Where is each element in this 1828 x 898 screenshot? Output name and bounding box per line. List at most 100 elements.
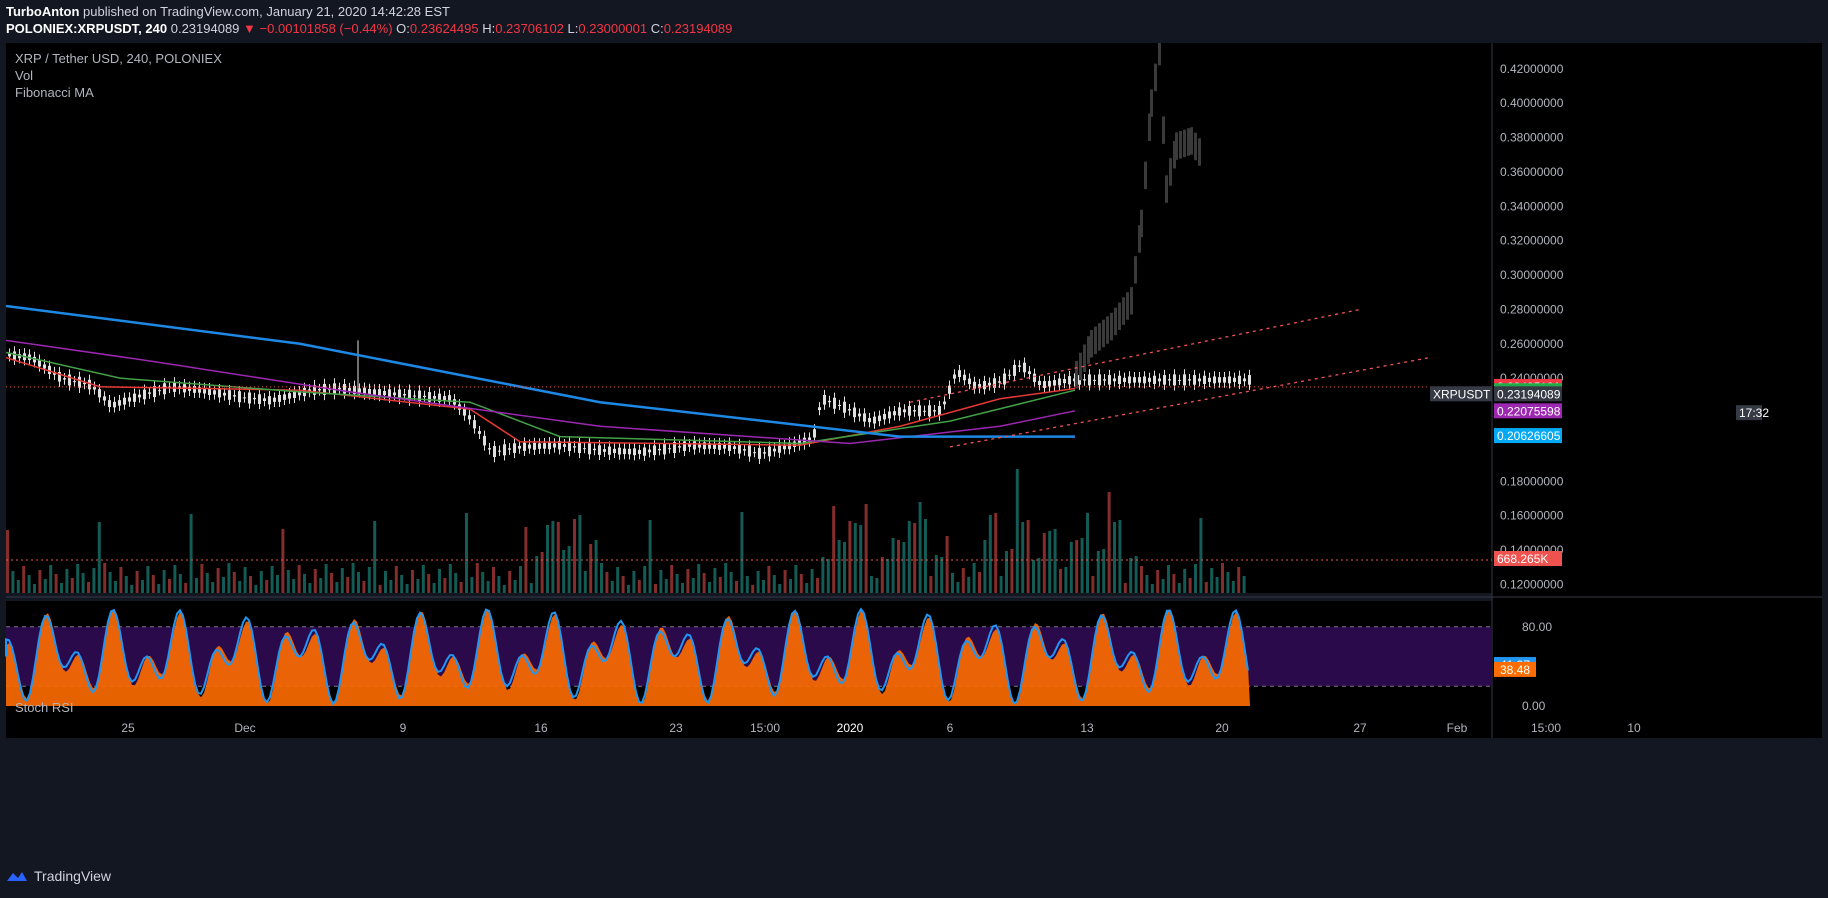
volume-bar (49, 565, 53, 593)
candle-body (1133, 377, 1136, 383)
price-tick-label: 0.34000000 (1500, 199, 1564, 213)
volume-bar (124, 576, 128, 593)
candle-body (1233, 377, 1236, 382)
volume-bar (940, 557, 944, 593)
candle-body (1043, 381, 1046, 388)
volume-bar (524, 527, 528, 593)
volume-bar (11, 571, 15, 593)
candle-body (463, 408, 466, 416)
candle-body (1018, 365, 1021, 367)
volume-bar (157, 584, 161, 593)
volume-bar (87, 582, 90, 593)
ma-blue-line (5, 304, 1075, 438)
candle-body (543, 443, 546, 449)
symbol-label[interactable]: POLONIEX:XRPUSDT, 240 (6, 21, 168, 36)
volume-bar (1167, 565, 1170, 593)
candle-body (523, 442, 526, 451)
price-tick-label: 0.40000000 (1500, 96, 1564, 110)
volume-bar (411, 570, 414, 593)
candle-body (1113, 378, 1116, 382)
volume-bar (1145, 575, 1149, 593)
candle-body (958, 370, 961, 378)
volume-bar (805, 583, 809, 593)
candle-body (1063, 379, 1066, 384)
candle-body (633, 448, 636, 456)
candle-body (1058, 378, 1061, 386)
volume-bar (821, 557, 825, 593)
volume-bar (357, 572, 360, 593)
volume-bar (448, 564, 452, 593)
price-tick-label: 0.42000000 (1500, 62, 1564, 76)
candle-body (228, 390, 231, 400)
volume-bar (1221, 563, 1224, 593)
time-tick-label: Feb (1447, 721, 1468, 735)
author-name[interactable]: TurboAnton (6, 4, 80, 19)
candle-body (1183, 374, 1186, 386)
volume-bar (686, 569, 690, 593)
volume-bar (1091, 576, 1095, 593)
candle-body (738, 443, 741, 454)
candle-body (1168, 379, 1171, 381)
candle-body (98, 389, 101, 398)
volume-bar (502, 585, 506, 593)
projection-candle (1130, 287, 1133, 315)
candle-body (1093, 379, 1096, 381)
candle-body (843, 401, 846, 413)
legend-vol[interactable]: Vol (15, 68, 34, 83)
volume-bar (1140, 566, 1143, 593)
candle-body (488, 448, 491, 450)
candle-body (473, 420, 476, 429)
volume-bar (1237, 567, 1241, 593)
projection-candle (1122, 297, 1125, 325)
candle-body (363, 387, 366, 395)
chart-canvas[interactable]: 0.42000000 0.40000000 0.38000000 0.36000000… (0, 43, 1828, 865)
candle-body (853, 407, 856, 418)
candle-body (823, 395, 826, 405)
volume-bar (556, 522, 560, 593)
candle-body (903, 409, 906, 413)
candle-body (1148, 377, 1151, 382)
time-tick-label: 16 (534, 721, 548, 735)
candle-body (1163, 375, 1166, 385)
candle-body (708, 443, 711, 449)
volume-bar (810, 569, 814, 593)
candle-body (1083, 379, 1086, 381)
volume-bar (880, 557, 884, 593)
price-tick-label: 0.32000000 (1500, 234, 1564, 248)
candle-body (498, 450, 501, 452)
volume-bar (637, 580, 641, 593)
projection-candle (1194, 132, 1197, 161)
candle-body (698, 443, 701, 448)
candle-body (923, 410, 926, 412)
candle-body (373, 389, 376, 395)
legend-stoch[interactable]: Stoch RSI (15, 700, 74, 715)
candle-body (873, 416, 876, 424)
candle-body (293, 391, 296, 399)
legend-title[interactable]: XRP / Tether USD, 240, POLONIEX (15, 51, 222, 66)
candle-body (733, 446, 736, 449)
price-tick-label: 0.16000000 (1500, 509, 1564, 523)
legend-ma[interactable]: Fibonacci MA (15, 85, 94, 100)
volume-bar (432, 583, 436, 593)
projection-candle (1094, 326, 1097, 355)
candle-body (778, 444, 781, 453)
volume-bar (983, 540, 987, 593)
candle-body (1198, 378, 1201, 382)
volume-bar (875, 578, 879, 593)
candle-body (8, 353, 11, 357)
volume-bar (265, 580, 269, 593)
candle-body (238, 391, 241, 403)
candle-body (108, 400, 111, 408)
time-tick-label: 20 (1215, 721, 1229, 735)
candle-body (1138, 377, 1141, 383)
volume-bar (670, 565, 674, 593)
projection-candle (1187, 128, 1190, 156)
candle-body (38, 359, 41, 367)
footer-brand[interactable]: TradingView (6, 868, 111, 884)
volume-bar (6, 530, 9, 593)
volume-bar (529, 583, 533, 593)
candle-body (913, 410, 916, 412)
volume-bar (1188, 578, 1192, 593)
volume-bar (427, 574, 431, 593)
price-tag (1494, 403, 1562, 419)
